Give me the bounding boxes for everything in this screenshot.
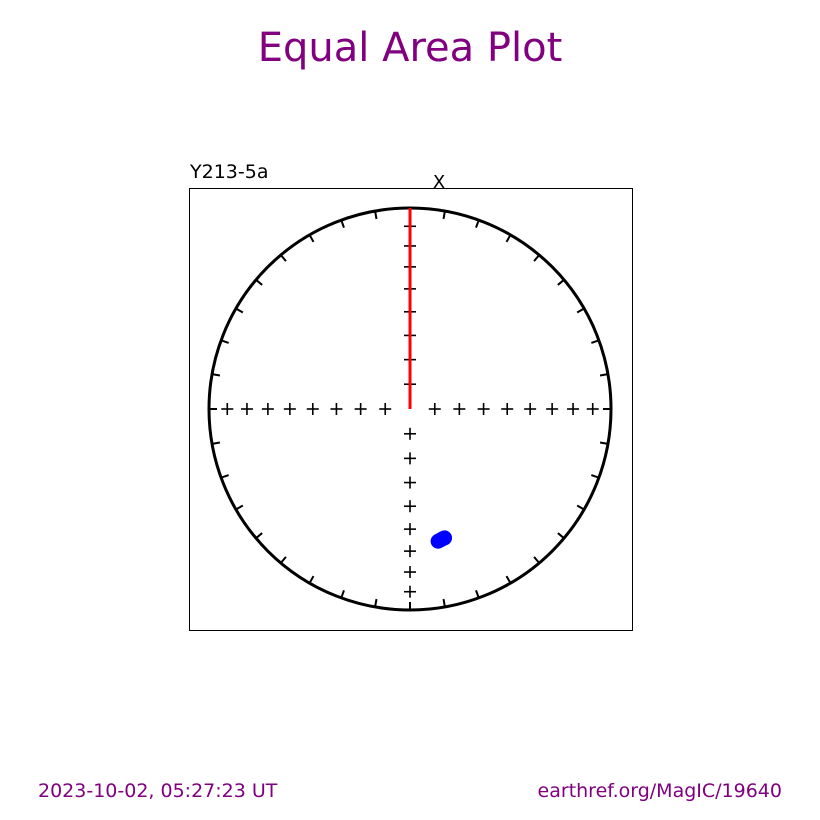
north-axis-label: X	[433, 172, 445, 193]
plot-frame	[189, 188, 633, 631]
outer-tick	[533, 254, 540, 262]
page-title: Equal Area Plot	[257, 25, 563, 71]
outer-tick	[280, 556, 287, 564]
outer-tick	[591, 339, 600, 344]
outer-tick	[505, 234, 512, 243]
outer-tick	[599, 441, 609, 445]
outer-tick	[505, 575, 512, 584]
outer-tick	[533, 556, 540, 564]
outer-tick	[340, 590, 345, 599]
outer-tick	[591, 474, 600, 479]
outer-tick	[442, 598, 446, 608]
outer-tick	[576, 504, 585, 511]
specimen-label: Y213-5a	[190, 161, 269, 183]
outer-tick	[576, 307, 585, 314]
outer-tick	[308, 234, 315, 243]
outer-tick	[475, 590, 480, 599]
outer-tick	[374, 210, 378, 220]
outer-tick	[280, 254, 287, 262]
outer-tick	[235, 504, 244, 511]
outer-tick	[475, 219, 480, 228]
outer-tick	[442, 210, 446, 220]
outer-tick	[211, 373, 221, 377]
outer-tick	[557, 532, 565, 539]
outer-tick	[374, 598, 378, 608]
data-point	[430, 533, 446, 549]
outer-tick	[599, 373, 609, 377]
outer-tick	[220, 474, 229, 479]
outer-tick	[235, 307, 244, 314]
outer-tick	[340, 219, 345, 228]
outer-tick	[308, 575, 315, 584]
outer-tick	[220, 339, 229, 344]
outer-tick	[255, 532, 263, 539]
footer-reference: earthref.org/MagIC/19640	[537, 780, 782, 802]
outer-tick	[211, 441, 221, 445]
footer-timestamp: 2023-10-02, 05:27:23 UT	[38, 780, 278, 802]
outer-tick	[255, 279, 263, 286]
outer-tick	[557, 279, 565, 286]
